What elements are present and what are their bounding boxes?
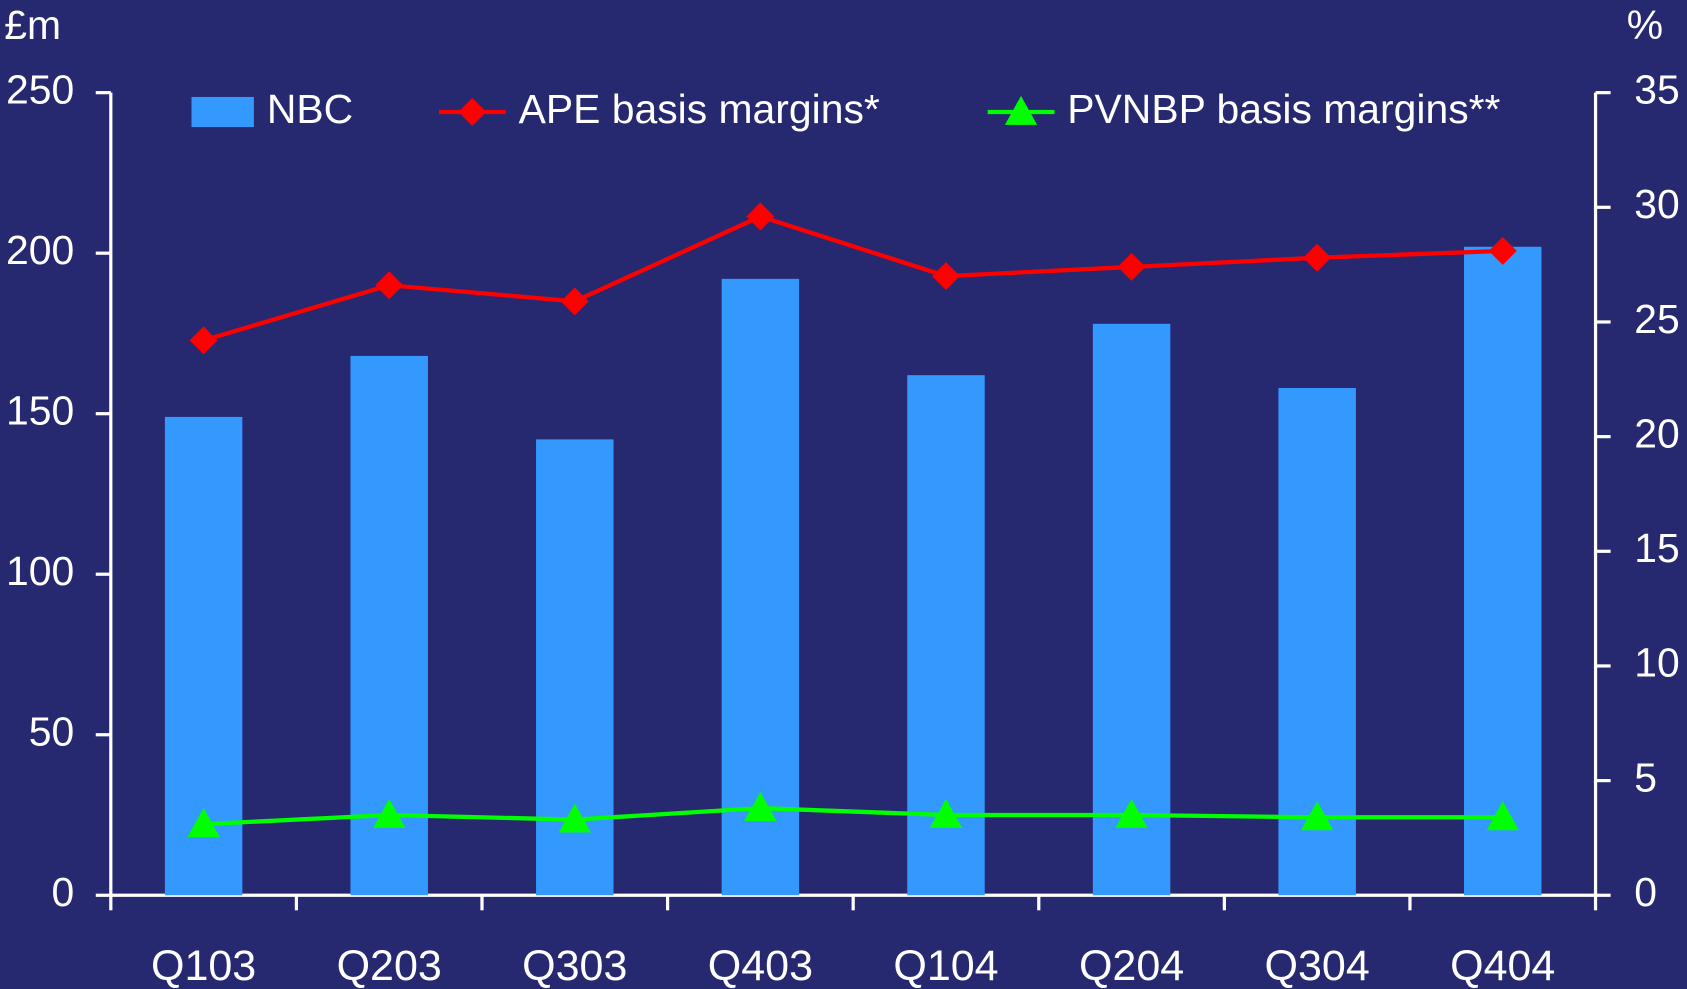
legend-label: APE basis margins* [519, 86, 880, 132]
y-axis-label: £m [4, 2, 61, 48]
y-tick-label: 200 [6, 227, 74, 273]
marker [1004, 95, 1038, 125]
marker [1117, 252, 1146, 281]
y-tick-label: 100 [6, 548, 74, 594]
y2-tick-label: 5 [1634, 754, 1657, 800]
y2-tick-label: 20 [1634, 410, 1679, 456]
marker [931, 262, 960, 291]
x-tick-label: Q103 [151, 942, 256, 989]
marker [1488, 236, 1517, 265]
y-tick-label: 50 [29, 709, 74, 755]
marker [744, 791, 777, 822]
bar [1464, 246, 1542, 896]
x-tick-label: Q403 [708, 942, 813, 989]
y2-tick-label: 25 [1634, 296, 1679, 342]
y-tick-label: 150 [6, 387, 74, 433]
marker [1115, 798, 1148, 828]
x-tick-label: Q303 [522, 942, 627, 989]
y2-tick-label: 10 [1634, 640, 1679, 686]
y2-tick-label: 15 [1634, 525, 1679, 571]
y2-tick-label: 0 [1634, 869, 1657, 915]
marker [375, 271, 404, 300]
y2-tick-label: 30 [1634, 181, 1679, 227]
y2-axis-label: % [1627, 2, 1663, 48]
x-tick-label: Q404 [1450, 942, 1555, 989]
y2-tick-label: 35 [1634, 66, 1679, 112]
line [203, 805, 1503, 827]
marker [373, 798, 406, 828]
legend-label: PVNBP basis margins** [1067, 86, 1500, 132]
marker [558, 803, 591, 833]
y-tick-label: 250 [6, 66, 74, 112]
legend-swatch [191, 96, 254, 128]
marker [1301, 801, 1334, 831]
line [203, 214, 1503, 343]
x-tick-label: Q203 [337, 942, 442, 989]
marker [187, 808, 220, 838]
x-tick-label: Q104 [893, 942, 998, 989]
x-tick-label: Q204 [1079, 942, 1184, 989]
y-tick-label: 0 [52, 869, 75, 915]
marker [1486, 801, 1519, 831]
legend-label: NBC [267, 86, 353, 132]
marker [929, 798, 963, 828]
x-tick-label: Q304 [1265, 942, 1370, 989]
